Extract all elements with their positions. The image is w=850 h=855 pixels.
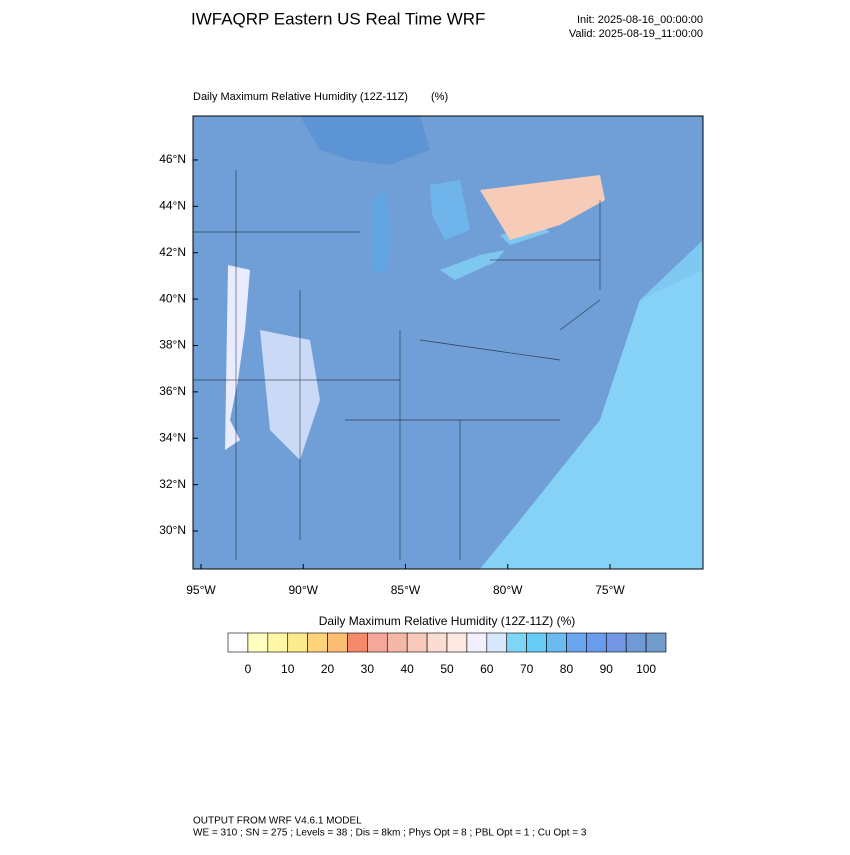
lon-tick-label: 95°W xyxy=(186,583,216,597)
lon-tick-label: 85°W xyxy=(391,583,421,597)
colorbar-tick-label: 40 xyxy=(401,662,415,676)
lon-tick-label: 75°W xyxy=(595,583,625,597)
colorbar-box xyxy=(446,632,468,653)
colorbar-box xyxy=(426,632,448,653)
colorbar-box xyxy=(526,632,547,653)
lat-tick-label: 32°N xyxy=(159,477,186,491)
colorbar-box xyxy=(466,632,488,653)
init-time: Init: 2025-08-16_00:00:00 xyxy=(577,14,703,26)
map-frame xyxy=(192,115,704,570)
map xyxy=(192,115,704,570)
footer-line: OUTPUT FROM WRF V4.6.1 MODEL xyxy=(193,816,362,827)
colorbar-tick-label: 70 xyxy=(520,662,534,676)
dry-area-central xyxy=(260,330,320,460)
colorbar-title: Daily Maximum Relative Humidity (12Z-11Z… xyxy=(319,614,576,628)
footer-line: WE = 310 ; SN = 275 ; Levels = 38 ; Dis … xyxy=(193,828,587,839)
colorbar-box xyxy=(347,632,368,653)
colorbar-box xyxy=(566,632,587,653)
colorbar-tick-label: 10 xyxy=(281,662,295,676)
colorbar-tick-label: 90 xyxy=(600,662,614,676)
lat-tick-label: 42°N xyxy=(159,245,186,259)
colorbar-box xyxy=(307,632,328,653)
colorbar-box xyxy=(287,632,308,653)
map-title: Daily Maximum Relative Humidity (12Z-11Z… xyxy=(193,91,408,103)
colorbar-tick-label: 50 xyxy=(440,662,454,676)
state-lines xyxy=(193,170,601,560)
colorbar-tick-label: 60 xyxy=(480,662,494,676)
colorbar-tick-label: 80 xyxy=(560,662,574,676)
colorbar-box xyxy=(586,632,607,653)
colorbar-box xyxy=(605,632,627,653)
lake-michigan xyxy=(372,190,392,275)
colorbar-tick-label: 20 xyxy=(321,662,335,676)
lat-tick-label: 34°N xyxy=(159,430,186,444)
lake-huron xyxy=(430,180,470,240)
lat-tick-label: 38°N xyxy=(159,338,186,352)
lat-tick-label: 40°N xyxy=(159,291,186,305)
dry-area-ontario xyxy=(480,175,605,240)
colorbar-box xyxy=(645,632,667,653)
lake-superior xyxy=(300,116,430,165)
lat-tick-label: 44°N xyxy=(159,199,186,213)
valid-time: Valid: 2025-08-19_11:00:00 xyxy=(569,28,703,40)
colorbar-box xyxy=(367,632,388,653)
colorbar-box xyxy=(386,632,408,653)
lat-tick-label: 36°N xyxy=(159,384,186,398)
map-units: (%) xyxy=(431,91,448,103)
colorbar-box xyxy=(506,632,527,653)
colorbar-box xyxy=(546,632,567,653)
colorbar-box xyxy=(327,632,348,653)
lat-tick-label: 46°N xyxy=(159,152,186,166)
colorbar-box xyxy=(486,632,508,653)
lon-tick-label: 90°W xyxy=(289,583,319,597)
colorbar-box xyxy=(247,632,269,653)
colorbar-box xyxy=(227,632,249,653)
colorbar-tick-label: 0 xyxy=(245,662,252,676)
lake-erie xyxy=(440,250,505,280)
ocean-near xyxy=(480,270,703,569)
colorbar-box xyxy=(406,632,428,653)
title: IWFAQRP Eastern US Real Time WRF xyxy=(191,9,485,28)
colorbar-tick-label: 30 xyxy=(361,662,375,676)
colorbar-tick-label: 100 xyxy=(636,662,656,676)
lat-tick-label: 30°N xyxy=(159,523,186,537)
colorbar-box xyxy=(267,632,289,653)
dry-area-west xyxy=(225,265,250,450)
colorbar-box xyxy=(625,632,647,653)
lon-tick-label: 80°W xyxy=(493,583,523,597)
